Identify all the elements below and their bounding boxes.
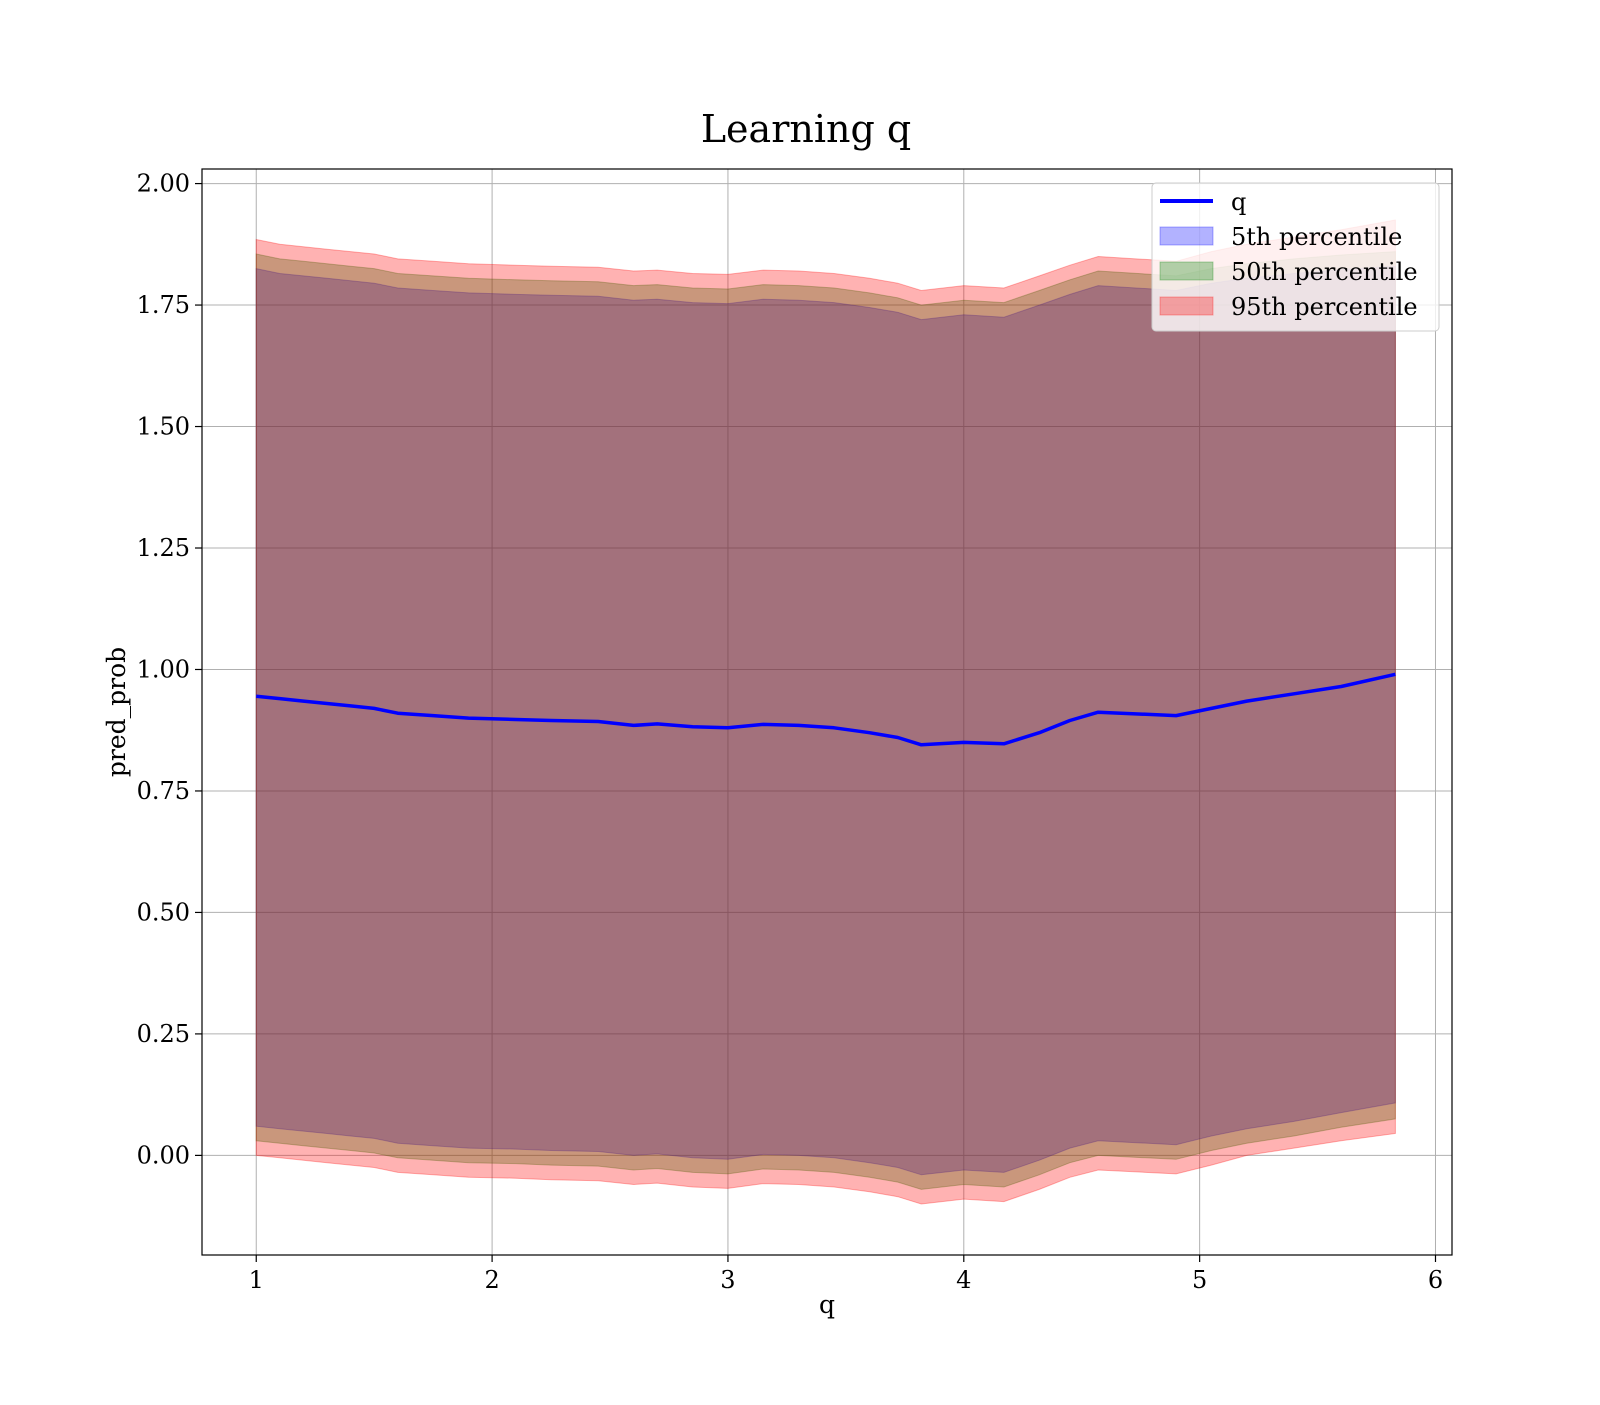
chart-title: Learning q [701, 107, 911, 151]
y-axis-ticks: 0.00 0.25 0.50 0.75 1.00 1.25 1.50 1.75 2.00 [137, 170, 202, 1169]
legend-label-q: q [1231, 188, 1246, 216]
y-tick-label: 1.25 [137, 534, 190, 562]
y-axis-label: pred_prob [102, 647, 131, 777]
band-95th [255, 219, 1396, 1205]
legend-swatch [1159, 226, 1214, 246]
line-layer [256, 672, 1396, 747]
y-tick-label: 1.00 [137, 655, 190, 683]
bands-layer [255, 219, 1396, 1205]
y-tick-label: 0.75 [137, 777, 190, 805]
band-5th [255, 265, 1396, 1176]
legend-label: 5th percentile [1231, 223, 1402, 251]
legend-bands: 5th percentile 50th percentile 95th percen… [1159, 223, 1418, 321]
y-tick-label: 1.75 [137, 291, 190, 319]
legend-label: 95th percentile [1231, 293, 1418, 321]
legend-label: 50th percentile [1231, 258, 1418, 286]
x-tick-label: 5 [1192, 1266, 1207, 1294]
y-tick-label: 2.00 [137, 170, 190, 198]
x-axis-label: q [819, 1290, 835, 1319]
x-tick-label: 6 [1428, 1266, 1443, 1294]
y-tick-label: 0.00 [137, 1141, 190, 1169]
x-axis-ticks: 1 2 3 4 5 6 [249, 1255, 1443, 1294]
x-tick-label: 2 [484, 1266, 499, 1294]
legend-swatch [1159, 296, 1214, 316]
x-tick-label: 3 [720, 1266, 735, 1294]
x-tick-label: 4 [956, 1266, 971, 1294]
y-tick-label: 0.50 [137, 898, 190, 926]
series-line-q [256, 672, 1396, 747]
band-50th [255, 251, 1396, 1190]
legend-box [1151, 182, 1440, 332]
legend: q 5th percentile 50th percentile 95th perc… [1151, 182, 1440, 332]
y-tick-label: 0.25 [137, 1020, 190, 1048]
plot-frame [201, 168, 1453, 1256]
x-tick-label: 1 [249, 1266, 264, 1294]
legend-swatch [1159, 261, 1214, 281]
y-tick-label: 1.50 [137, 413, 190, 441]
